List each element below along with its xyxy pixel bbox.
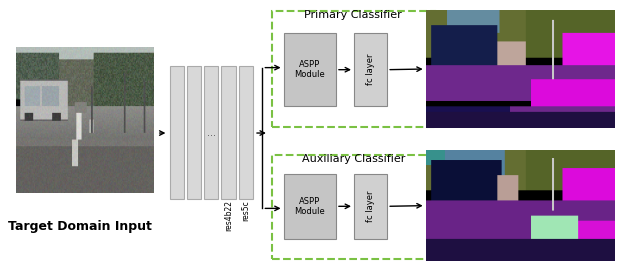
- Text: Primary Classifier: Primary Classifier: [305, 10, 402, 20]
- Bar: [187, 66, 201, 199]
- Text: ...: ...: [207, 128, 216, 138]
- Bar: [354, 174, 387, 239]
- Bar: [284, 174, 336, 239]
- Text: fc layer: fc layer: [366, 54, 375, 86]
- Text: ASPP
Module: ASPP Module: [294, 60, 325, 79]
- Bar: [272, 11, 435, 127]
- Bar: [204, 66, 218, 199]
- Text: res5c: res5c: [241, 200, 250, 221]
- Text: res4b22: res4b22: [224, 200, 233, 231]
- Bar: [221, 66, 236, 199]
- Bar: [284, 33, 336, 106]
- Bar: [354, 33, 387, 106]
- Text: ASPP
Module: ASPP Module: [294, 197, 325, 216]
- Text: Auxiliary Classifier: Auxiliary Classifier: [301, 154, 405, 164]
- Text: fc layer: fc layer: [366, 190, 375, 222]
- Bar: [170, 66, 184, 199]
- Text: Target Domain Input: Target Domain Input: [8, 220, 152, 233]
- Bar: [272, 155, 435, 259]
- Bar: [239, 66, 253, 199]
